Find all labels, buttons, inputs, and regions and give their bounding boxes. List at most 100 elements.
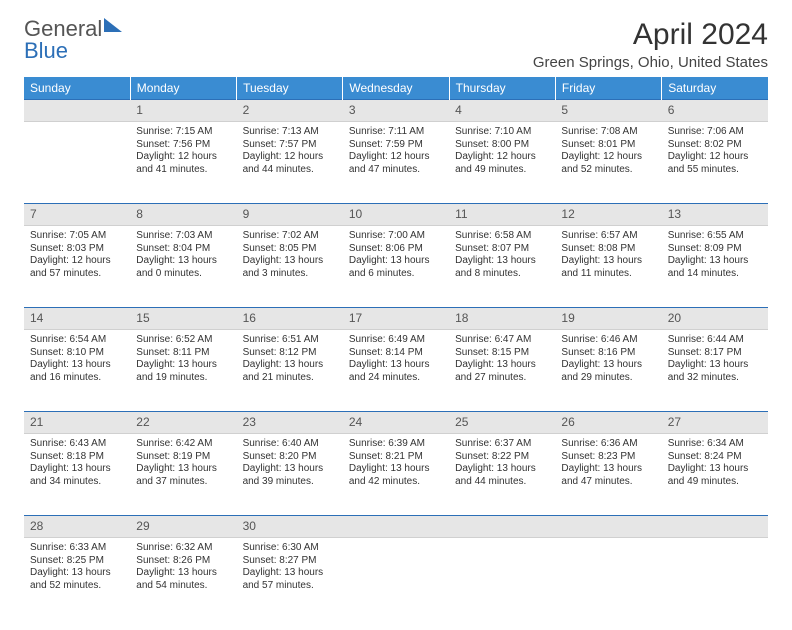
weekday-header: Saturday [662, 77, 768, 100]
daylight1-text: Daylight: 13 hours [30, 359, 124, 372]
sunset-text: Sunset: 8:09 PM [668, 243, 762, 256]
day-number-cell: 2 [237, 100, 343, 122]
day-cell: Sunrise: 6:43 AMSunset: 8:18 PMDaylight:… [24, 434, 130, 516]
daylight1-text: Daylight: 13 hours [668, 359, 762, 372]
daylight1-text: Daylight: 12 hours [136, 151, 230, 164]
day-cell [662, 538, 768, 620]
day-cell-text: Sunrise: 7:08 AMSunset: 8:01 PMDaylight:… [561, 126, 655, 176]
day-content-row: Sunrise: 7:15 AMSunset: 7:56 PMDaylight:… [24, 122, 768, 204]
daylight1-text: Daylight: 13 hours [136, 359, 230, 372]
day-cell-text: Sunrise: 6:58 AMSunset: 8:07 PMDaylight:… [455, 230, 549, 280]
sunset-text: Sunset: 8:24 PM [668, 451, 762, 464]
sunset-text: Sunset: 8:14 PM [349, 347, 443, 360]
day-number-cell: 25 [449, 412, 555, 434]
day-content-row: Sunrise: 6:43 AMSunset: 8:18 PMDaylight:… [24, 434, 768, 516]
daylight2-text: and 41 minutes. [136, 164, 230, 177]
daylight1-text: Daylight: 13 hours [561, 359, 655, 372]
day-cell: Sunrise: 6:54 AMSunset: 8:10 PMDaylight:… [24, 330, 130, 412]
daylight2-text: and 24 minutes. [349, 372, 443, 385]
sunrise-text: Sunrise: 6:52 AM [136, 334, 230, 347]
day-cell-text: Sunrise: 6:40 AMSunset: 8:20 PMDaylight:… [243, 438, 337, 488]
sunrise-text: Sunrise: 7:05 AM [30, 230, 124, 243]
day-content-row: Sunrise: 7:05 AMSunset: 8:03 PMDaylight:… [24, 226, 768, 308]
day-number-cell: 14 [24, 308, 130, 330]
day-cell: Sunrise: 7:03 AMSunset: 8:04 PMDaylight:… [130, 226, 236, 308]
day-number-cell: 13 [662, 204, 768, 226]
day-number-cell: 24 [343, 412, 449, 434]
day-cell: Sunrise: 7:11 AMSunset: 7:59 PMDaylight:… [343, 122, 449, 204]
day-number-cell [343, 516, 449, 538]
logo-line2: Blue [24, 38, 68, 63]
sunrise-text: Sunrise: 6:34 AM [668, 438, 762, 451]
daylight2-text: and 47 minutes. [349, 164, 443, 177]
sunrise-text: Sunrise: 7:15 AM [136, 126, 230, 139]
sunrise-text: Sunrise: 7:10 AM [455, 126, 549, 139]
day-number-cell: 23 [237, 412, 343, 434]
day-cell-text: Sunrise: 7:10 AMSunset: 8:00 PMDaylight:… [455, 126, 549, 176]
day-number-cell: 1 [130, 100, 236, 122]
day-cell-text: Sunrise: 6:57 AMSunset: 8:08 PMDaylight:… [561, 230, 655, 280]
daylight1-text: Daylight: 12 hours [455, 151, 549, 164]
daylight1-text: Daylight: 12 hours [561, 151, 655, 164]
day-number-cell: 19 [555, 308, 661, 330]
day-content-row: Sunrise: 6:54 AMSunset: 8:10 PMDaylight:… [24, 330, 768, 412]
day-cell-text: Sunrise: 6:54 AMSunset: 8:10 PMDaylight:… [30, 334, 124, 384]
day-cell-text: Sunrise: 6:33 AMSunset: 8:25 PMDaylight:… [30, 542, 124, 592]
day-cell-text: Sunrise: 6:30 AMSunset: 8:27 PMDaylight:… [243, 542, 337, 592]
day-cell: Sunrise: 7:06 AMSunset: 8:02 PMDaylight:… [662, 122, 768, 204]
sunset-text: Sunset: 8:11 PM [136, 347, 230, 360]
day-cell: Sunrise: 6:37 AMSunset: 8:22 PMDaylight:… [449, 434, 555, 516]
day-cell [24, 122, 130, 204]
day-number-row: 14151617181920 [24, 308, 768, 330]
day-cell [449, 538, 555, 620]
weekday-header: Tuesday [237, 77, 343, 100]
day-cell: Sunrise: 6:55 AMSunset: 8:09 PMDaylight:… [662, 226, 768, 308]
sunset-text: Sunset: 8:08 PM [561, 243, 655, 256]
sunrise-text: Sunrise: 7:02 AM [243, 230, 337, 243]
sunset-text: Sunset: 7:56 PM [136, 139, 230, 152]
day-cell-text: Sunrise: 6:34 AMSunset: 8:24 PMDaylight:… [668, 438, 762, 488]
day-cell-text: Sunrise: 6:47 AMSunset: 8:15 PMDaylight:… [455, 334, 549, 384]
sunset-text: Sunset: 8:12 PM [243, 347, 337, 360]
daylight2-text: and 34 minutes. [30, 476, 124, 489]
day-cell-text: Sunrise: 6:37 AMSunset: 8:22 PMDaylight:… [455, 438, 549, 488]
day-number-cell: 15 [130, 308, 236, 330]
sunset-text: Sunset: 8:26 PM [136, 555, 230, 568]
day-cell: Sunrise: 6:40 AMSunset: 8:20 PMDaylight:… [237, 434, 343, 516]
day-number-cell: 9 [237, 204, 343, 226]
day-number-cell: 20 [662, 308, 768, 330]
day-number-cell: 3 [343, 100, 449, 122]
calendar-page: General Blue April 2024 Green Springs, O… [0, 0, 792, 630]
day-cell-text: Sunrise: 6:51 AMSunset: 8:12 PMDaylight:… [243, 334, 337, 384]
weekday-header: Monday [130, 77, 236, 100]
daylight2-text: and 52 minutes. [561, 164, 655, 177]
weekday-header: Sunday [24, 77, 130, 100]
day-cell: Sunrise: 6:39 AMSunset: 8:21 PMDaylight:… [343, 434, 449, 516]
sunset-text: Sunset: 8:18 PM [30, 451, 124, 464]
daylight1-text: Daylight: 12 hours [243, 151, 337, 164]
daylight2-text: and 49 minutes. [668, 476, 762, 489]
sunset-text: Sunset: 8:03 PM [30, 243, 124, 256]
sunset-text: Sunset: 8:17 PM [668, 347, 762, 360]
sunrise-text: Sunrise: 6:44 AM [668, 334, 762, 347]
sunset-text: Sunset: 8:15 PM [455, 347, 549, 360]
daylight2-text: and 6 minutes. [349, 268, 443, 281]
day-cell: Sunrise: 7:05 AMSunset: 8:03 PMDaylight:… [24, 226, 130, 308]
day-number-cell: 4 [449, 100, 555, 122]
day-cell-text: Sunrise: 7:15 AMSunset: 7:56 PMDaylight:… [136, 126, 230, 176]
sunset-text: Sunset: 8:07 PM [455, 243, 549, 256]
day-cell: Sunrise: 6:30 AMSunset: 8:27 PMDaylight:… [237, 538, 343, 620]
day-cell: Sunrise: 6:34 AMSunset: 8:24 PMDaylight:… [662, 434, 768, 516]
daylight1-text: Daylight: 13 hours [136, 463, 230, 476]
day-number-cell: 16 [237, 308, 343, 330]
daylight2-text: and 44 minutes. [243, 164, 337, 177]
sunset-text: Sunset: 7:57 PM [243, 139, 337, 152]
day-number-cell [24, 100, 130, 122]
day-cell-text: Sunrise: 6:49 AMSunset: 8:14 PMDaylight:… [349, 334, 443, 384]
day-number-cell: 29 [130, 516, 236, 538]
day-cell: Sunrise: 7:02 AMSunset: 8:05 PMDaylight:… [237, 226, 343, 308]
weekday-header: Thursday [449, 77, 555, 100]
day-number-cell: 11 [449, 204, 555, 226]
day-number-cell: 28 [24, 516, 130, 538]
daylight1-text: Daylight: 13 hours [668, 463, 762, 476]
